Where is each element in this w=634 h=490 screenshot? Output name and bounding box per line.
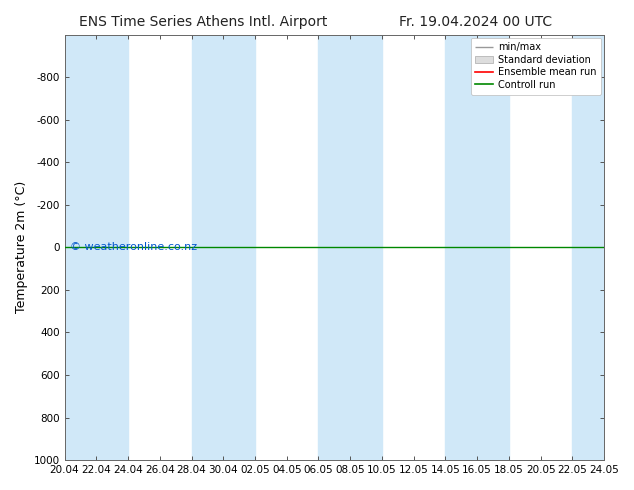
Bar — [191, 35, 255, 460]
Bar — [446, 35, 509, 460]
Bar — [318, 35, 382, 460]
Text: © weatheronline.co.nz: © weatheronline.co.nz — [70, 243, 197, 252]
Bar — [573, 35, 604, 460]
Text: Fr. 19.04.2024 00 UTC: Fr. 19.04.2024 00 UTC — [399, 15, 552, 29]
Y-axis label: Temperature 2m (°C): Temperature 2m (°C) — [15, 181, 28, 314]
Text: ENS Time Series Athens Intl. Airport: ENS Time Series Athens Intl. Airport — [79, 15, 327, 29]
Bar — [65, 35, 128, 460]
Legend: min/max, Standard deviation, Ensemble mean run, Controll run: min/max, Standard deviation, Ensemble me… — [470, 38, 601, 95]
